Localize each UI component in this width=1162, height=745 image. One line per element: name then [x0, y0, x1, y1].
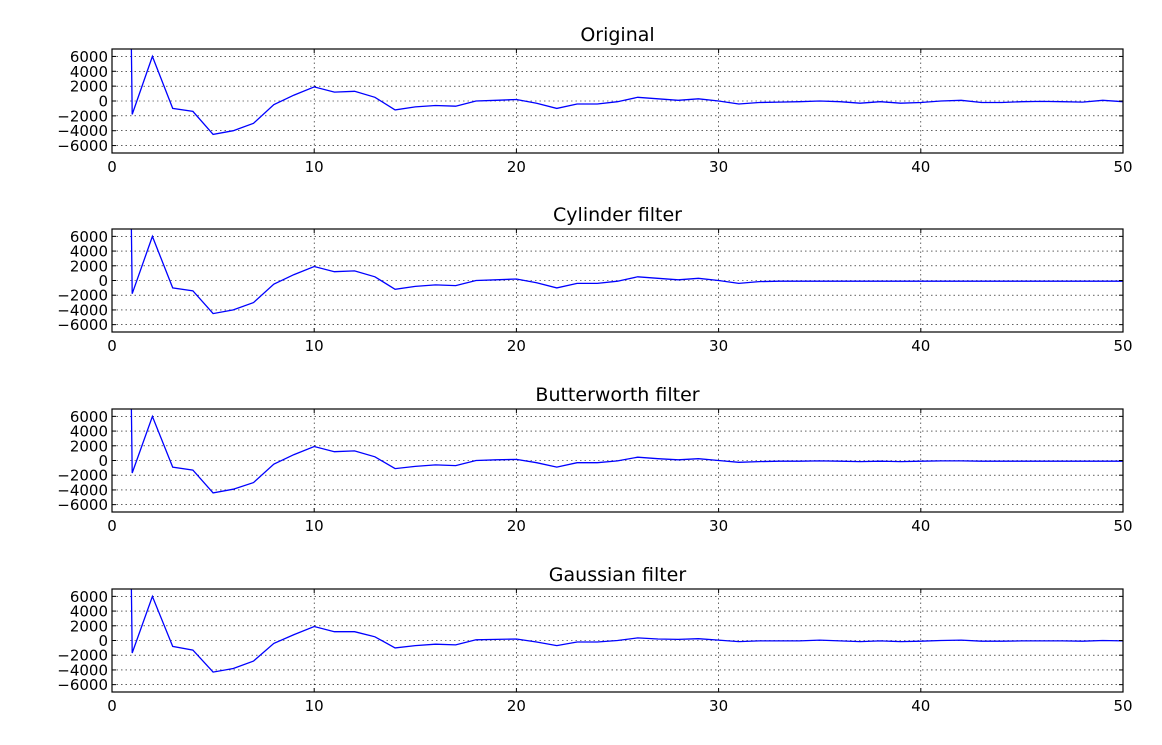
y-tick-label: −6000: [57, 496, 108, 514]
x-tick-label: 50: [1113, 158, 1132, 176]
x-tick-label: 10: [305, 158, 324, 176]
y-tick-label: 2000: [70, 617, 108, 635]
x-tick-label: 40: [911, 337, 930, 355]
subplot-3: 0 10 20 30 40 506000400020000−2000−4000−6000B…: [57, 384, 1132, 535]
x-tick-label: 10: [305, 517, 324, 535]
x-tick-label: 20: [507, 337, 526, 355]
y-tick-label: 0: [98, 632, 108, 650]
x-tick-label: 30: [709, 337, 728, 355]
x-tick-label: 10: [305, 337, 324, 355]
series-line: [130, 49, 1123, 136]
y-tick-label: 6000: [70, 228, 108, 246]
x-tick-label: 50: [1113, 697, 1132, 715]
y-tick-label: −2000: [57, 107, 108, 125]
y-tick-label: 4000: [70, 243, 108, 261]
y-tick-label: −2000: [57, 287, 108, 305]
y-tick-label: −4000: [57, 122, 108, 140]
subplot-4: 0 10 20 30 40 506000400020000−2000−4000−6000G…: [57, 564, 1132, 715]
series-line: [130, 229, 1123, 315]
subplot-2: 0 10 20 30 40 506000400020000−2000−4000−6000C…: [57, 204, 1132, 355]
y-tick-label: 0: [98, 272, 108, 290]
x-tick-label: 0: [107, 517, 117, 535]
y-tick-label: −6000: [57, 316, 108, 334]
x-tick-label: 20: [507, 158, 526, 176]
y-tick-label: −4000: [57, 481, 108, 499]
y-tick-label: 2000: [70, 437, 108, 455]
y-tick-label: −6000: [57, 676, 108, 694]
y-tick-label: 4000: [70, 63, 108, 81]
x-tick-label: 50: [1113, 337, 1132, 355]
x-tick-label: 30: [709, 158, 728, 176]
x-tick-label: 20: [507, 517, 526, 535]
x-tick-label: 0: [107, 337, 117, 355]
x-tick-label: 30: [709, 517, 728, 535]
subplot-title: Gaussian filter: [549, 564, 687, 586]
subplot-title: Cylinder filter: [553, 204, 682, 226]
y-tick-label: −4000: [57, 661, 108, 679]
subplot-title: Butterworth filter: [535, 384, 699, 406]
subplot-title: Original: [580, 24, 654, 46]
y-tick-label: −2000: [57, 467, 108, 485]
y-tick-label: 4000: [70, 603, 108, 621]
y-tick-label: 6000: [70, 48, 108, 66]
y-tick-label: 6000: [70, 408, 108, 426]
x-tick-label: 0: [107, 697, 117, 715]
y-tick-label: 4000: [70, 423, 108, 441]
y-tick-label: −2000: [57, 647, 108, 665]
x-tick-label: 20: [507, 697, 526, 715]
y-tick-label: −4000: [57, 301, 108, 319]
x-tick-label: 30: [709, 697, 728, 715]
y-tick-label: 0: [98, 93, 108, 111]
y-tick-label: 2000: [70, 257, 108, 275]
series-line: [130, 589, 1123, 673]
y-tick-label: 2000: [70, 78, 108, 96]
y-tick-label: 6000: [70, 588, 108, 606]
x-tick-label: 40: [911, 697, 930, 715]
x-tick-label: 50: [1113, 517, 1132, 535]
x-tick-label: 10: [305, 697, 324, 715]
y-tick-label: 0: [98, 452, 108, 470]
x-tick-label: 0: [107, 158, 117, 176]
series-line: [130, 409, 1123, 494]
y-tick-label: −6000: [57, 137, 108, 155]
subplot-1: 0 10 20 30 40 506000400020000−2000−4000−6000O…: [57, 24, 1132, 176]
x-tick-label: 40: [911, 158, 930, 176]
x-tick-label: 40: [911, 517, 930, 535]
